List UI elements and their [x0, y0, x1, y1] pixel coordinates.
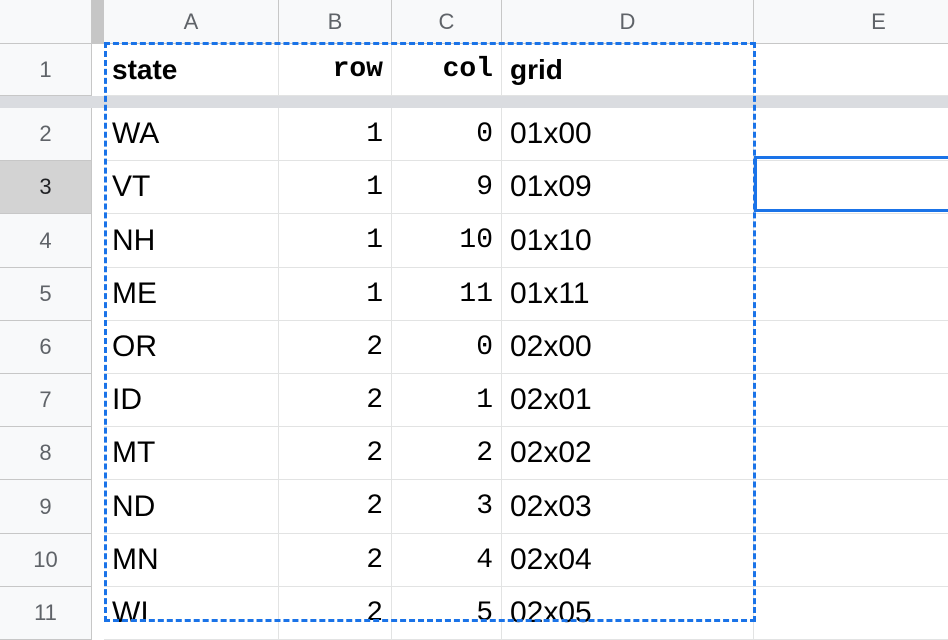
row-header-3[interactable]: 3: [0, 161, 92, 214]
cell-d9[interactable]: 02x03: [502, 480, 754, 534]
cell-e8[interactable]: [754, 427, 948, 480]
row-header-6[interactable]: 6: [0, 321, 92, 374]
cell-e7[interactable]: [754, 374, 948, 427]
column-header-c[interactable]: C: [392, 0, 502, 44]
row-header-11[interactable]: 11: [0, 587, 92, 640]
cell-c10[interactable]: 4: [392, 534, 502, 587]
cell-c2[interactable]: 0: [392, 108, 502, 161]
cell-c11[interactable]: 5: [392, 587, 502, 640]
cell-a1[interactable]: state: [104, 44, 279, 96]
cell-a9[interactable]: ND: [104, 480, 279, 534]
cell-a2[interactable]: WA: [104, 108, 279, 161]
row-header-7[interactable]: 7: [0, 374, 92, 427]
cell-c6[interactable]: 0: [392, 321, 502, 374]
cell-d8[interactable]: 02x02: [502, 427, 754, 480]
cell-c5[interactable]: 11: [392, 268, 502, 321]
cell-b2[interactable]: 1: [279, 108, 392, 161]
cell-e4[interactable]: [754, 214, 948, 268]
column-header-d[interactable]: D: [502, 0, 754, 44]
cell-b4[interactable]: 1: [279, 214, 392, 268]
cell-e10[interactable]: [754, 534, 948, 587]
cell-b11[interactable]: 2: [279, 587, 392, 640]
cell-a6[interactable]: OR: [104, 321, 279, 374]
row-header-2[interactable]: 2: [0, 108, 92, 161]
row-header-9[interactable]: 9: [0, 480, 92, 534]
cell-d7[interactable]: 02x01: [502, 374, 754, 427]
cell-a5[interactable]: ME: [104, 268, 279, 321]
cell-b1[interactable]: row: [279, 44, 392, 96]
cell-e1[interactable]: [754, 44, 948, 96]
cell-b10[interactable]: 2: [279, 534, 392, 587]
row-header-8[interactable]: 8: [0, 427, 92, 480]
frozen-row-divider[interactable]: [0, 96, 948, 108]
cell-b7[interactable]: 2: [279, 374, 392, 427]
cell-d3[interactable]: 01x09: [502, 161, 754, 214]
cell-c4[interactable]: 10: [392, 214, 502, 268]
cell-e9[interactable]: [754, 480, 948, 534]
column-header-a[interactable]: A: [104, 0, 279, 44]
cell-a8[interactable]: MT: [104, 427, 279, 480]
cell-d4[interactable]: 01x10: [502, 214, 754, 268]
active-cell-selection[interactable]: [754, 156, 948, 212]
cell-c9[interactable]: 3: [392, 480, 502, 534]
cell-b8[interactable]: 2: [279, 427, 392, 480]
cell-b5[interactable]: 1: [279, 268, 392, 321]
cell-c1[interactable]: col: [392, 44, 502, 96]
cell-a7[interactable]: ID: [104, 374, 279, 427]
cell-a3[interactable]: VT: [104, 161, 279, 214]
row-header-4[interactable]: 4: [0, 214, 92, 268]
cell-e2[interactable]: [754, 108, 948, 161]
cell-b9[interactable]: 2: [279, 480, 392, 534]
select-all-corner[interactable]: [0, 0, 92, 44]
row-header-1[interactable]: 1: [0, 44, 92, 96]
cell-c7[interactable]: 1: [392, 374, 502, 427]
cell-d11[interactable]: 02x05: [502, 587, 754, 640]
cell-e6[interactable]: [754, 321, 948, 374]
cell-d2[interactable]: 01x00: [502, 108, 754, 161]
cell-c3[interactable]: 9: [392, 161, 502, 214]
cell-b6[interactable]: 2: [279, 321, 392, 374]
cell-d1[interactable]: grid: [502, 44, 754, 96]
cell-c8[interactable]: 2: [392, 427, 502, 480]
row-header-10[interactable]: 10: [0, 534, 92, 587]
column-header-e[interactable]: E: [754, 0, 948, 44]
cell-d6[interactable]: 02x00: [502, 321, 754, 374]
row-header-5[interactable]: 5: [0, 268, 92, 321]
cell-d5[interactable]: 01x11: [502, 268, 754, 321]
cell-a11[interactable]: WI: [104, 587, 279, 640]
frozen-column-divider[interactable]: [92, 0, 104, 44]
cell-d10[interactable]: 02x04: [502, 534, 754, 587]
cell-e11[interactable]: [754, 587, 948, 640]
cell-b3[interactable]: 1: [279, 161, 392, 214]
cell-a10[interactable]: MN: [104, 534, 279, 587]
cell-e5[interactable]: [754, 268, 948, 321]
cell-a4[interactable]: NH: [104, 214, 279, 268]
cell-e3[interactable]: [754, 161, 948, 214]
column-header-b[interactable]: B: [279, 0, 392, 44]
